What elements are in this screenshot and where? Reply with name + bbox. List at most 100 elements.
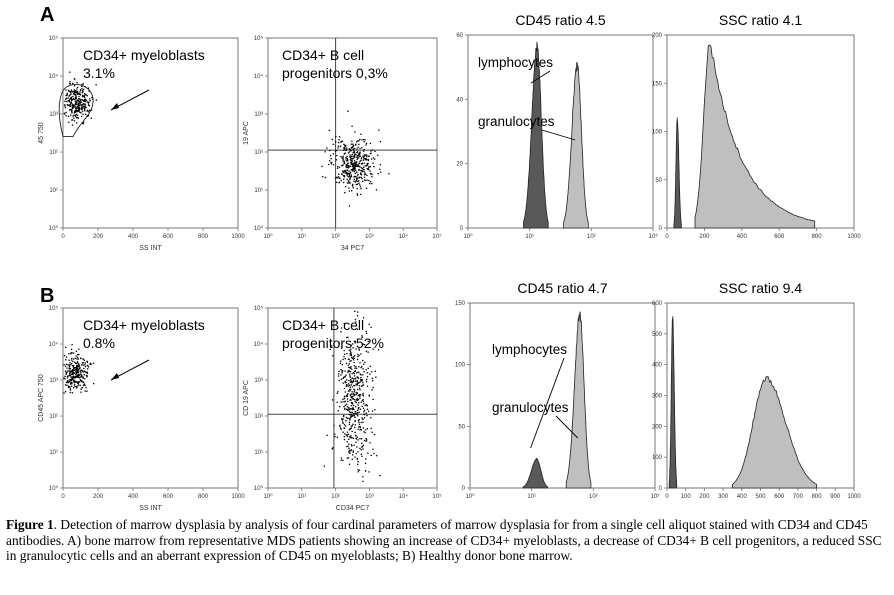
data-point (350, 395, 353, 398)
data-point (83, 383, 85, 385)
data-point (84, 100, 86, 103)
y-tick-label: 200 (652, 33, 663, 39)
series-label-arrow (555, 415, 579, 439)
data-point (334, 141, 337, 143)
data-point (69, 372, 71, 375)
data-point (361, 359, 364, 362)
data-point (64, 98, 67, 101)
x-tick-label: 200 (93, 494, 104, 500)
data-point (76, 102, 78, 104)
data-point (358, 140, 360, 142)
data-point (365, 403, 368, 406)
data-point (343, 427, 346, 430)
data-point (351, 407, 353, 410)
data-point (345, 160, 348, 162)
annotation-arrowhead (111, 373, 119, 380)
data-point (71, 124, 74, 126)
data-point (72, 352, 75, 354)
data-point (343, 161, 345, 164)
data-point (77, 374, 80, 377)
data-point (77, 362, 80, 365)
data-point (76, 369, 78, 372)
data-point (85, 371, 88, 374)
data-point (89, 99, 91, 102)
data-point (371, 379, 374, 382)
data-point (343, 355, 345, 358)
data-point (358, 180, 360, 182)
data-point (373, 165, 375, 168)
data-point (354, 420, 356, 423)
histogram-peak-1 (668, 316, 678, 489)
data-point (366, 385, 369, 388)
data-point (77, 91, 79, 94)
data-point (349, 352, 351, 355)
data-point (356, 446, 358, 448)
data-point (355, 367, 358, 370)
data-point (74, 361, 76, 364)
data-point (75, 368, 78, 370)
data-point (349, 376, 352, 378)
data-point (354, 400, 356, 402)
data-point (64, 370, 67, 372)
data-point (350, 384, 353, 386)
data-point (350, 411, 352, 414)
data-point (342, 459, 344, 462)
data-point (351, 125, 353, 128)
data-point (70, 89, 73, 91)
data-point (84, 362, 87, 364)
data-point (367, 168, 370, 171)
y-tick-label: 0 (460, 226, 464, 232)
data-point (374, 409, 376, 411)
data-point (86, 94, 88, 97)
data-point (350, 163, 353, 165)
data-point (69, 361, 71, 364)
data-point (359, 408, 362, 410)
data-point (352, 395, 354, 397)
data-point (375, 376, 377, 378)
data-point (68, 367, 70, 370)
data-point (352, 404, 355, 407)
data-point (363, 409, 366, 412)
data-point (350, 435, 352, 437)
data-point (348, 423, 351, 426)
data-point (336, 167, 339, 170)
data-point (348, 379, 350, 382)
data-point (364, 404, 367, 407)
x-tick-label: 10⁴ (399, 493, 409, 500)
data-point (373, 452, 375, 455)
data-point (83, 96, 86, 99)
histogram-peak-2 (565, 311, 592, 489)
data-point (354, 380, 357, 382)
data-point (70, 379, 73, 382)
data-point (366, 154, 368, 156)
data-point (95, 99, 98, 101)
data-point (365, 187, 368, 190)
data-point (71, 82, 74, 85)
data-point (362, 150, 365, 152)
data-point (351, 153, 354, 156)
data-point (356, 379, 358, 382)
data-point (343, 376, 345, 379)
data-point (363, 162, 365, 165)
data-point (361, 394, 364, 396)
data-point (346, 174, 348, 176)
y-tick-label: 10² (254, 150, 263, 156)
data-point (339, 362, 342, 365)
data-point (339, 424, 341, 426)
data-point (72, 358, 75, 360)
chart-title: CD45 ratio 4.5 (515, 12, 605, 28)
data-point (346, 169, 349, 171)
data-point (356, 148, 358, 150)
data-point (355, 180, 357, 183)
data-point (65, 373, 67, 375)
data-point (353, 384, 355, 387)
data-point (359, 378, 362, 381)
data-point (340, 368, 342, 371)
data-point (344, 370, 346, 372)
data-point (344, 400, 346, 403)
data-point (379, 171, 382, 173)
data-point (326, 434, 328, 437)
data-point (365, 142, 368, 144)
chart-title: CD45 ratio 4.7 (517, 280, 607, 296)
data-point (355, 348, 357, 350)
